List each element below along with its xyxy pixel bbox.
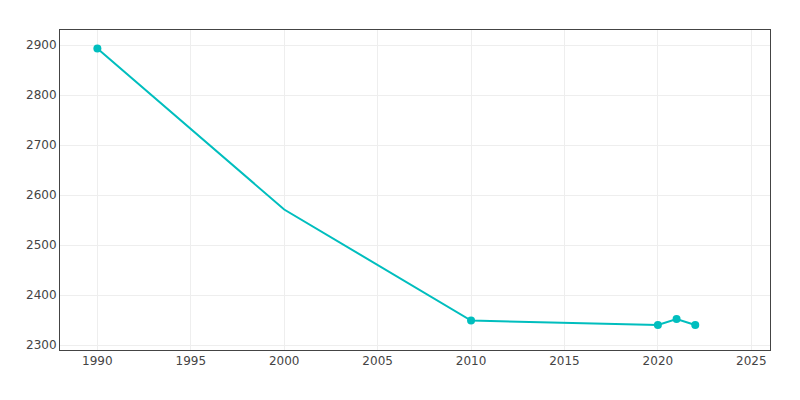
svg-text:2015: 2015 (549, 354, 580, 368)
svg-text:2900: 2900 (26, 38, 57, 52)
svg-text:2300: 2300 (26, 338, 57, 352)
svg-text:2020: 2020 (643, 354, 674, 368)
svg-text:2600: 2600 (26, 188, 57, 202)
svg-text:2010: 2010 (456, 354, 487, 368)
svg-text:2025: 2025 (736, 354, 767, 368)
svg-text:2000: 2000 (269, 354, 300, 368)
svg-text:1995: 1995 (176, 354, 207, 368)
svg-text:2700: 2700 (26, 138, 57, 152)
svg-text:2500: 2500 (26, 238, 57, 252)
svg-text:2800: 2800 (26, 88, 57, 102)
svg-text:2400: 2400 (26, 288, 57, 302)
svg-text:1990: 1990 (82, 354, 113, 368)
svg-text:2005: 2005 (362, 354, 393, 368)
